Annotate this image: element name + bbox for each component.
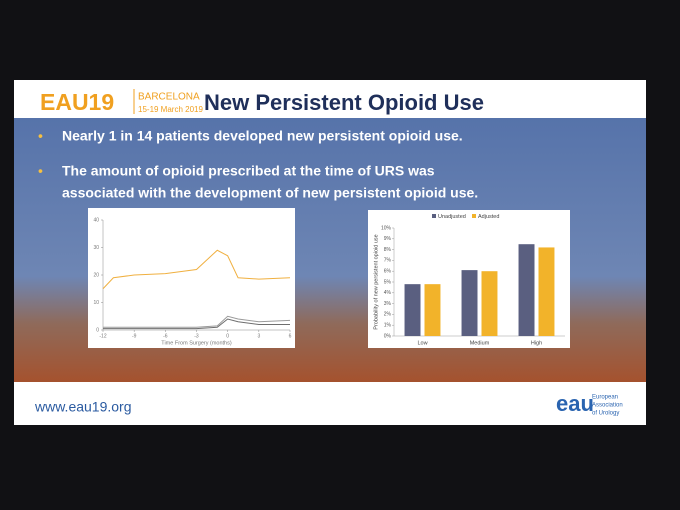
location: BARCELONA (138, 92, 200, 103)
legend-swatch (432, 214, 436, 218)
x-axis-label: Time From Surgery (months) (161, 340, 232, 346)
y-tick-label: 2% (384, 312, 392, 318)
bullet: associated with the development of new p… (62, 185, 478, 201)
y-tick-label: 30 (93, 245, 99, 251)
y-tick-label: 3% (384, 301, 392, 307)
line (103, 318, 290, 330)
x-tick-label: High (531, 340, 542, 346)
bullet: The amount of opioid prescribed at the t… (62, 163, 435, 179)
url: www.eau19.org (34, 399, 132, 415)
line (103, 315, 291, 328)
bullet: Nearly 1 in 14 patients developed new pe… (62, 128, 463, 144)
y-tick-label: 10 (93, 300, 99, 306)
y-tick-label: 1% (384, 323, 392, 329)
bar (424, 284, 441, 336)
y-tick-label: 4% (384, 290, 392, 296)
x-tick-label: -9 (132, 333, 137, 339)
y-tick-label: 20 (93, 272, 99, 278)
org-name: Association (592, 403, 623, 409)
y-tick-label: 0 (96, 327, 99, 333)
x-tick-label: Low (417, 340, 427, 346)
logo: EAU19 (40, 89, 114, 115)
legend-label: Adjusted (478, 214, 499, 220)
bar (518, 244, 535, 336)
y-tick-label: 6% (384, 269, 392, 275)
y-tick-label: 9% (384, 236, 392, 242)
org-name: of Urology (592, 411, 619, 417)
x-tick-label: -12 (99, 333, 106, 339)
y-axis-label: Probability of new persistent opioid use (373, 234, 379, 329)
x-tick-label: 6 (289, 333, 292, 339)
bar (461, 270, 478, 336)
footer-logo: eau (556, 391, 594, 416)
y-tick-label: 0% (384, 333, 392, 339)
bar (538, 247, 555, 336)
dates: 15-19 March 2019 (138, 105, 203, 114)
x-tick-label: -3 (194, 333, 199, 339)
bullet-dot: • (38, 163, 43, 179)
x-tick-label: -6 (163, 333, 168, 339)
y-tick-label: 40 (93, 217, 99, 223)
y-tick-label: 7% (384, 258, 392, 264)
bullet-dot: • (38, 128, 43, 144)
bar (481, 271, 498, 336)
line (102, 249, 291, 290)
y-tick-label: 5% (384, 279, 392, 285)
bar (404, 284, 421, 336)
x-tick-label: 0 (226, 333, 229, 339)
slide-title: New Persistent Opioid Use (204, 90, 484, 115)
y-tick-label: 8% (384, 247, 392, 253)
legend-swatch (472, 214, 476, 218)
x-tick-label: 3 (257, 333, 260, 339)
legend-label: Unadjusted (438, 214, 466, 220)
x-tick-label: Medium (470, 340, 490, 346)
org-name: European (592, 395, 618, 401)
y-tick-label: 10% (381, 225, 392, 231)
